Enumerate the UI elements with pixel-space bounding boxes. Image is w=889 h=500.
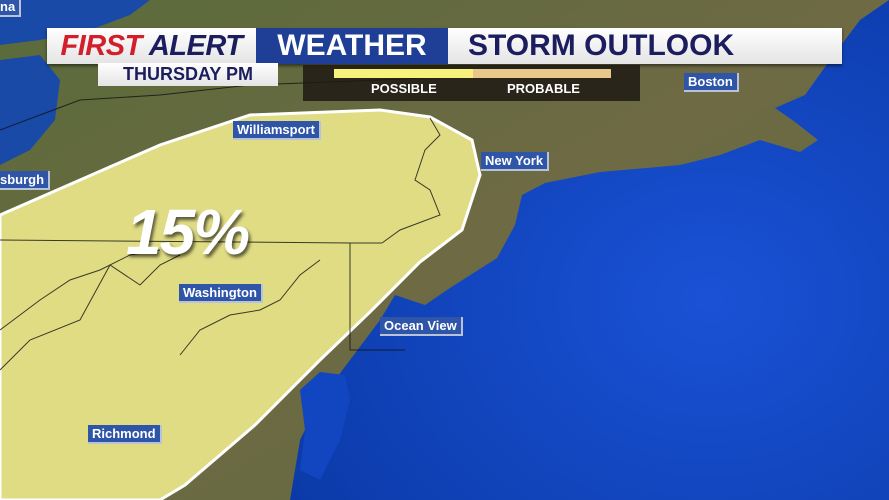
city-label-richmond: Richmond xyxy=(88,425,162,444)
city-label-washington: Washington xyxy=(179,284,263,303)
city-label-pittsburgh: sburgh xyxy=(0,171,51,190)
forecast-period: THURSDAY PM xyxy=(98,63,278,86)
risk-area-15 xyxy=(0,108,482,500)
legend-swatch-possible xyxy=(334,69,473,78)
city-label-boston: Boston xyxy=(684,73,739,92)
city-label-williamsport: Williamsport xyxy=(233,121,321,140)
risk-percent-label: 15% xyxy=(126,196,250,268)
city-label-na: na xyxy=(0,0,22,17)
first-alert-logo: FIRST ALERT xyxy=(47,28,256,64)
legend-label-probable: PROBABLE xyxy=(507,81,580,96)
legend-label-possible: POSSIBLE xyxy=(371,81,437,96)
legend: POSSIBLE PROBABLE xyxy=(303,65,640,101)
chesapeake-bay xyxy=(300,372,350,480)
title-banner: FIRST ALERT WEATHER STORM OUTLOOK xyxy=(47,28,842,64)
ocean xyxy=(290,0,889,500)
great-lakes xyxy=(0,0,150,440)
page-title: STORM OUTLOOK xyxy=(448,28,842,64)
city-label-ocean-view: Ocean View xyxy=(380,317,463,336)
weather-label: WEATHER xyxy=(256,28,448,64)
legend-swatch-probable xyxy=(473,69,611,78)
city-label-new-york: New York xyxy=(481,152,550,171)
